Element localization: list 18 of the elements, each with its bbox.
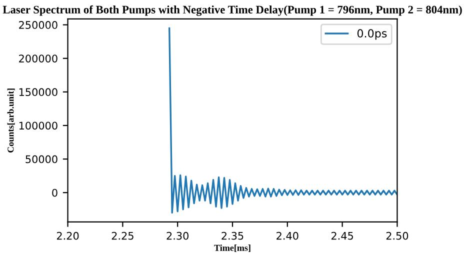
legend-label: 0.0ps bbox=[357, 29, 387, 40]
x-tick-label: 2.30 bbox=[166, 232, 188, 240]
y-tick-label: 0 bbox=[52, 188, 58, 197]
x-tick-label: 2.40 bbox=[276, 232, 298, 240]
y-tick-label: 100000 bbox=[19, 122, 58, 130]
x-axis-title: Time[ms] bbox=[214, 244, 250, 252]
x-tick-label: 2.25 bbox=[112, 232, 134, 240]
line-series bbox=[168, 27, 398, 214]
y-tick-label: 250000 bbox=[19, 21, 58, 29]
y-axis-title: Counts[arb.unit] bbox=[7, 88, 15, 152]
y-tick-label: 200000 bbox=[19, 54, 58, 62]
y-tick-label: 50000 bbox=[26, 155, 58, 164]
x-tick-label: 2.45 bbox=[331, 232, 353, 240]
chart-title: Laser Spectrum of Both Pumps with Negative Time Delay(Pump 1 = 796nm, Pump 2 = 804nm) bbox=[2, 5, 462, 16]
x-tick-label: 2.20 bbox=[56, 232, 79, 240]
y-tick-label: 150000 bbox=[19, 88, 58, 96]
x-tick-label: 2.50 bbox=[386, 232, 408, 240]
x-tick-label: 2.35 bbox=[222, 232, 244, 240]
